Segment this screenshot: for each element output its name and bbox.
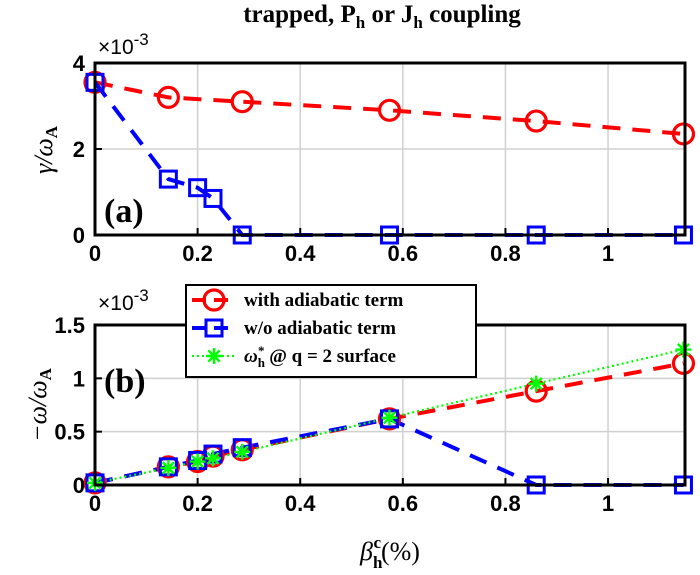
series-lines-b — [94, 348, 684, 487]
data-point-b-0 — [377, 407, 402, 431]
data-point-a-0 — [377, 98, 402, 122]
panel-label-a: (a) — [104, 193, 144, 230]
data-point-a-0 — [156, 85, 180, 110]
series-line-a-0 — [94, 80, 684, 136]
grid-a — [95, 63, 685, 235]
legend-marker-2 — [206, 348, 222, 364]
y-tick-label: 0.5 — [54, 420, 85, 445]
chart-title: trapped, Ph or Jh coupling — [243, 1, 521, 32]
y-exponent-a: ×10-3 — [98, 30, 149, 59]
x-tick-label: 0.4 — [285, 241, 316, 266]
ticks-a: 0 0.2 0.4 0.6 0.8 1 0 2 4 — [73, 51, 614, 266]
legend-label-0: with adiabatic term — [244, 290, 404, 311]
series-line-b-2 — [94, 348, 684, 484]
x-axis-label: βhc(%) — [359, 533, 420, 572]
y-axis-label-b: −ω/ωA — [23, 367, 55, 441]
data-point-a-0 — [524, 109, 548, 133]
y-tick-label: 0 — [73, 473, 85, 498]
data-point-b-2 — [160, 459, 177, 476]
x-tick-label: 0.8 — [490, 241, 521, 266]
y-tick-label: 1 — [73, 366, 85, 391]
data-point-b-2 — [205, 450, 221, 467]
data-point-a-0 — [671, 122, 696, 146]
legend-label-2: ωh* @ q = 2 surface — [244, 343, 396, 370]
series-markers-a — [83, 70, 696, 245]
data-point-a-1 — [188, 178, 208, 198]
legend-marker-0 — [202, 288, 226, 312]
x-tick-label: 0.6 — [388, 241, 419, 266]
y-tick-label: 4 — [73, 51, 86, 76]
y-axis-label-a: γ/ωA — [29, 125, 61, 174]
legend-box — [185, 284, 477, 378]
x-tick-label: 0.2 — [182, 241, 213, 266]
data-point-b-2 — [234, 443, 251, 460]
y-tick-label: 2 — [73, 137, 85, 162]
series-lines-a — [93, 80, 684, 237]
data-point-b-0 — [156, 455, 180, 479]
series-line-a-1 — [93, 81, 684, 237]
x-tick-label: 0.2 — [182, 491, 213, 516]
series-line-b-1 — [94, 416, 684, 487]
data-point-b-2 — [675, 341, 692, 358]
legend-marker-1 — [204, 318, 224, 338]
data-point-b-2 — [381, 409, 398, 426]
data-point-a-1 — [158, 169, 178, 189]
y-tick-label: 0 — [73, 223, 85, 248]
x-tick-label: 1 — [602, 491, 614, 516]
y-tick-label: 1.5 — [54, 313, 85, 338]
panel-b: 0 0.2 0.4 0.6 0.8 1 0 0.5 1 1.5 (b) ×10-3 −ω/ωA β… — [23, 284, 696, 572]
data-point-a-0 — [230, 90, 254, 114]
x-tick-label: 0.6 — [388, 491, 419, 516]
data-point-a-1 — [203, 188, 223, 208]
x-tick-label: 0.4 — [285, 491, 316, 516]
x-tick-label: 0.8 — [490, 491, 521, 516]
panel-a: 0 0.2 0.4 0.6 0.8 1 0 2 4 (a) ×10-3 γ/ωA — [29, 30, 696, 266]
x-tick-label: 0 — [89, 491, 101, 516]
legend: with adiabatic term w/o adiabatic term ωh*… — [185, 284, 477, 378]
x-tick-label: 0 — [89, 241, 101, 266]
panel-label-b: (b) — [104, 363, 146, 400]
legend-label-1: w/o adiabatic term — [244, 318, 396, 339]
data-point-b-2 — [189, 453, 206, 470]
x-tick-label: 1 — [602, 241, 614, 266]
data-point-b-2 — [528, 375, 545, 392]
ticks-b: 0 0.2 0.4 0.6 0.8 1 0 0.5 1 1.5 — [54, 313, 614, 516]
series-line-b-0 — [94, 361, 684, 485]
y-exponent-b: ×10-3 — [98, 286, 149, 315]
